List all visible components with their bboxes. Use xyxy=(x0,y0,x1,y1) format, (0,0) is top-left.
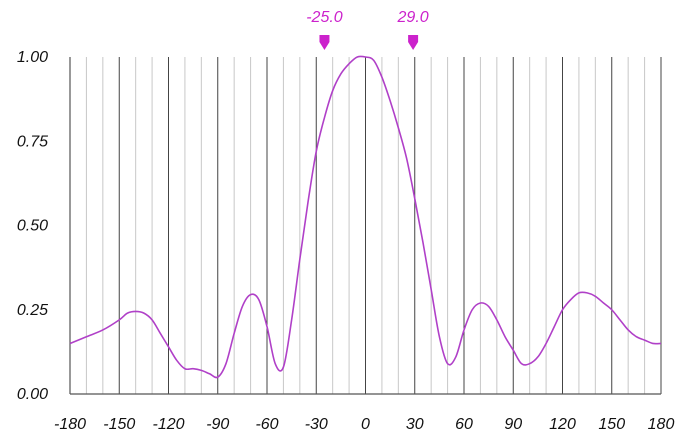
marker-triangle[interactable] xyxy=(319,35,330,50)
x-tick-label: -180 xyxy=(54,416,86,433)
grid xyxy=(69,57,662,394)
marker-label: 29.0 xyxy=(397,9,429,26)
x-tick-label: 120 xyxy=(549,416,576,433)
x-tick-label: 180 xyxy=(648,416,675,433)
series-line xyxy=(69,55,662,379)
x-tick-label: -90 xyxy=(206,416,229,433)
x-tick-label: -150 xyxy=(103,416,135,433)
y-tick-label: 0.25 xyxy=(17,302,48,319)
x-tick-label: 0 xyxy=(361,416,370,433)
y-tick-label: 0.00 xyxy=(17,386,48,403)
x-axis-tick-labels: -180 -150 -120 -90 -60 -30 0 30 60 90 120 150 180 xyxy=(54,416,674,433)
x-tick-label: -30 xyxy=(305,416,328,433)
x-tick-label: 150 xyxy=(598,416,625,433)
marker-triangle[interactable] xyxy=(408,35,419,50)
x-tick-label: -120 xyxy=(152,416,184,433)
x-tick-label: -60 xyxy=(255,416,278,433)
x-tick-label: 30 xyxy=(406,416,424,433)
x-tick-label: 60 xyxy=(455,416,473,433)
series-group xyxy=(69,55,662,379)
marker-label: -25.0 xyxy=(306,9,343,26)
y-tick-label: 0.50 xyxy=(17,218,48,235)
marker-group: -25.0 29.0 xyxy=(306,9,429,50)
y-tick-label: 0.75 xyxy=(17,133,48,150)
axes xyxy=(69,57,661,395)
y-tick-label: 1.00 xyxy=(17,49,48,66)
y-axis-tick-labels: 0.00 0.25 0.50 0.75 1.00 xyxy=(17,49,48,403)
x-tick-label: 90 xyxy=(504,416,522,433)
